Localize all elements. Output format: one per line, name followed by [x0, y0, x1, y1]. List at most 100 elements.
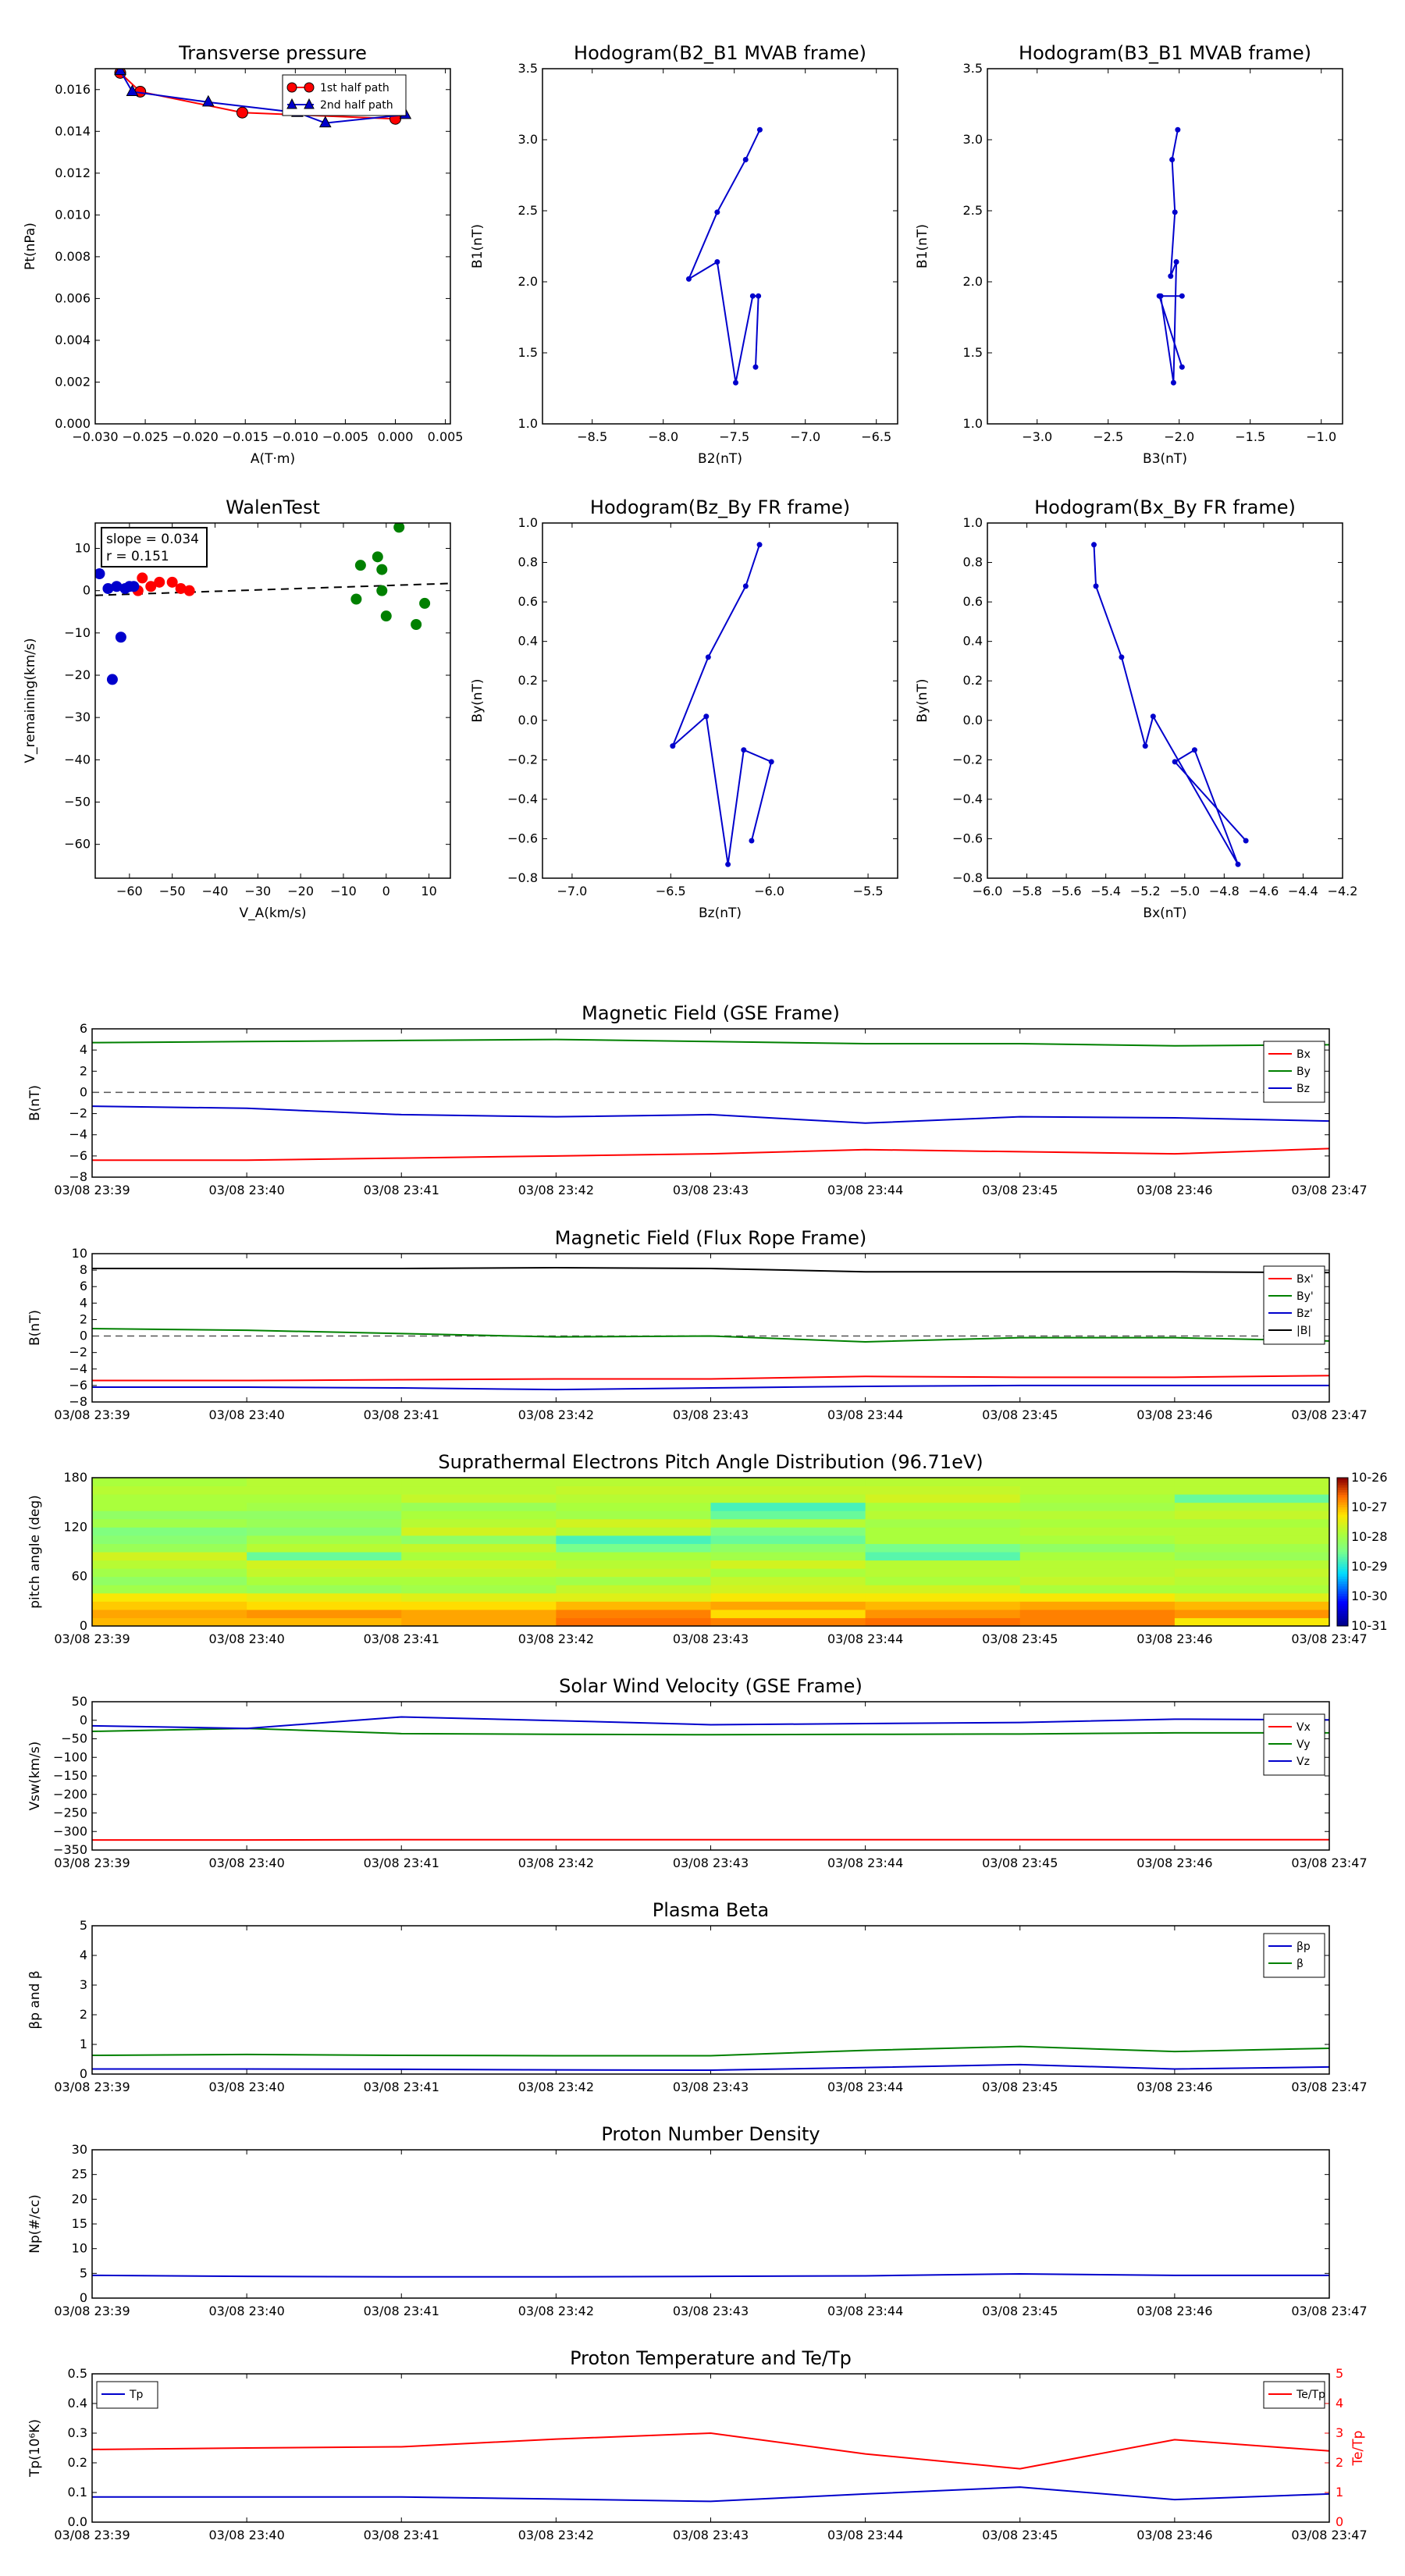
x-tick-label: −1.5 [1235, 429, 1265, 444]
colorbar-segment [1337, 1561, 1348, 1565]
chart-title: Proton Number Density [601, 2123, 820, 2145]
heatmap-cell [865, 1494, 1021, 1503]
x-tick-label: 03/08 23:43 [673, 2304, 749, 2318]
legend-marker [304, 82, 315, 93]
heatmap-cell [1174, 1494, 1330, 1503]
data-point [376, 564, 388, 575]
legend-label: Vy [1297, 1738, 1311, 1751]
heatmap-cell [401, 1552, 557, 1561]
x-tick-label: 03/08 23:42 [518, 1407, 594, 1422]
heatmap-cell [710, 1494, 866, 1503]
heatmap-cell [92, 1518, 247, 1528]
y-tick-label: −150 [53, 1768, 87, 1783]
heatmap-cell [710, 1543, 866, 1553]
data-point [756, 293, 762, 299]
x-tick-label: 03/08 23:46 [1136, 2528, 1212, 2542]
heatmap-cell [401, 1535, 557, 1544]
colorbar-segment [1337, 1495, 1348, 1498]
colorbar-segment [1337, 1618, 1348, 1622]
y-axis-label: B(nT) [27, 1085, 43, 1121]
y-tick-label: −8 [69, 1169, 87, 1184]
chart-2-frame [987, 68, 1343, 425]
chart-title: WalenTest [226, 496, 320, 518]
x-tick-label: −3.0 [1022, 429, 1052, 444]
heatmap-cell [556, 1485, 711, 1495]
heatmap-cell [401, 1543, 557, 1553]
colorbar-segment [1337, 1611, 1348, 1614]
y-tick-label: −60 [64, 837, 91, 852]
y-tick-label: 25 [72, 2167, 87, 2182]
y-tick-label: 0.8 [963, 555, 983, 570]
y-tick-label: 0.6 [518, 594, 538, 609]
y-tick-label: 0.014 [55, 123, 91, 138]
y-tick-label: 5 [80, 2265, 87, 2280]
y-tick-label: 6 [80, 1021, 87, 1036]
heatmap-cell [1174, 1585, 1330, 1594]
y-tick-label: −0.6 [507, 831, 538, 845]
x-tick-label: 03/08 23:45 [982, 2080, 1058, 2094]
colorbar-segment [1337, 1554, 1348, 1557]
x-tick-label: −0.010 [272, 429, 318, 444]
colorbar-segment [1337, 1522, 1348, 1525]
x-tick-label: −0.030 [72, 429, 118, 444]
x-tick-label: 0.005 [428, 429, 464, 444]
y-tick-label: 0.000 [55, 416, 91, 431]
colorbar-segment [1337, 1482, 1348, 1485]
colorbar-segment [1337, 1489, 1348, 1493]
y-tick-label: −0.4 [952, 792, 983, 806]
data-point [380, 610, 392, 622]
heatmap-cell [865, 1518, 1021, 1528]
x-tick-label: 03/08 23:39 [54, 2528, 130, 2542]
heatmap-cell [710, 1601, 866, 1610]
heatmap-cell [247, 1518, 402, 1528]
legend-label: Tp [129, 2389, 144, 2401]
heatmap-cell [247, 1609, 402, 1618]
x-tick-label: 03/08 23:47 [1291, 2304, 1367, 2318]
y2-tick-label: 1 [1336, 2485, 1343, 2500]
series-line [91, 2432, 1330, 2470]
x-axis-label: V_A(km/s) [239, 906, 306, 921]
x-tick-label: 03/08 23:45 [982, 2528, 1058, 2542]
heatmap-cell [1174, 1592, 1330, 1602]
heatmap-cell [247, 1552, 402, 1561]
data-point [1156, 293, 1162, 299]
heatmap-cell [247, 1485, 402, 1495]
chart-6-frame [91, 1028, 1330, 1178]
legend-box [1263, 1933, 1325, 1978]
chart-10-frame [91, 1925, 1330, 2075]
heatmap-cell [865, 1609, 1021, 1618]
y2-tick-label: 0 [1336, 2514, 1343, 2529]
series-line [92, 1266, 1330, 1274]
chart-3: WalenTest −60 −50 −40 −30 −20 −10 0 10 −60 −50 −40 −… [23, 496, 451, 921]
y-tick-label: 5 [80, 1918, 87, 1933]
heatmap-cell [92, 1485, 247, 1495]
heatmap-cell [556, 1576, 711, 1585]
colorbar-segment [1337, 1623, 1348, 1627]
y-axis-label: Tp(10⁶K) [27, 2419, 43, 2478]
y2-tick-label: 4 [1336, 2396, 1343, 2411]
x-tick-label: 03/08 23:47 [1291, 2080, 1367, 2094]
data-point [733, 379, 739, 386]
data-point [137, 572, 148, 584]
heatmap-cell [1019, 1617, 1176, 1627]
data-point [372, 551, 383, 563]
series-line [91, 2272, 1329, 2278]
chart-4: Hodogram(Bz_By FR frame) −7.0 −6.5 −6.0 −5.5… [470, 496, 898, 921]
colorbar-tick-label: 10-29 [1351, 1559, 1388, 1574]
x-tick-label: 03/08 23:40 [208, 1407, 284, 1422]
y-tick-label: 60 [72, 1569, 87, 1584]
heatmap-cell [401, 1494, 557, 1503]
chart-title: Magnetic Field (GSE Frame) [582, 1002, 840, 1024]
colorbar-segment [1337, 1599, 1348, 1602]
colorbar-segment [1337, 1502, 1348, 1506]
colorbar-segment [1337, 1514, 1348, 1518]
colorbar-segment [1337, 1608, 1348, 1612]
heatmap-cell [556, 1535, 711, 1544]
colorbar-segment [1337, 1593, 1348, 1597]
legend-label: βp [1297, 1941, 1311, 1953]
x-tick-label: 03/08 23:44 [827, 1407, 903, 1422]
data-point [1150, 713, 1156, 720]
data-point [1179, 364, 1185, 370]
data-point [1235, 861, 1241, 867]
